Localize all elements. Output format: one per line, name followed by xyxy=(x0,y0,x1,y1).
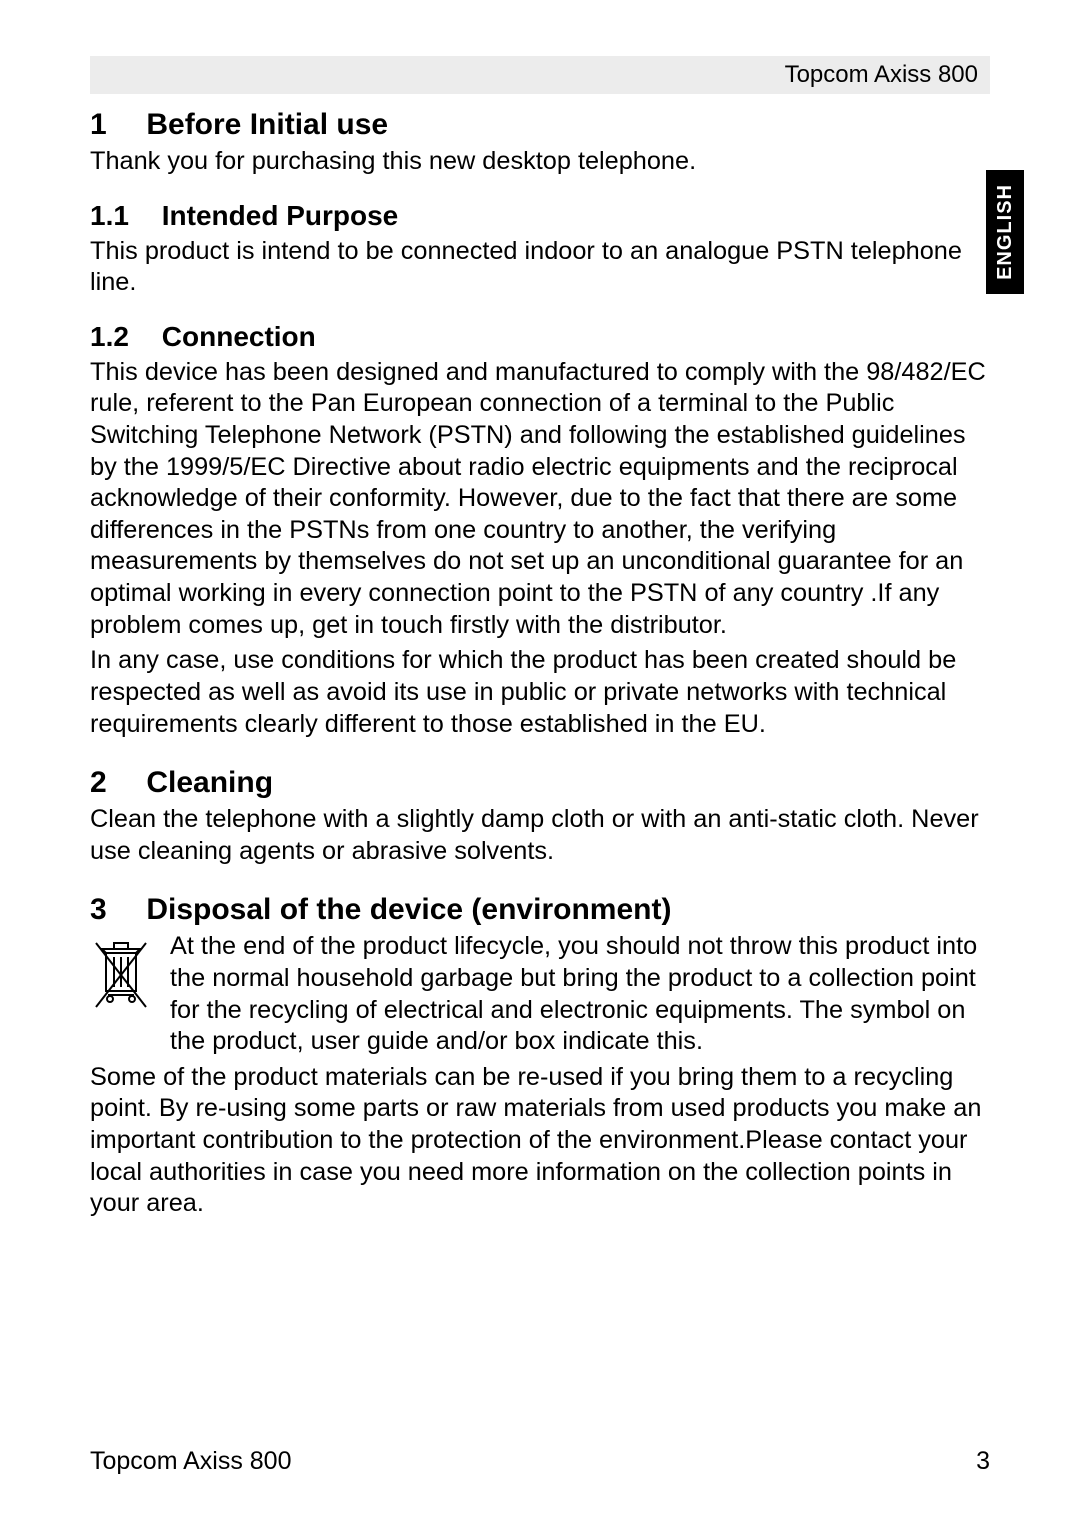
footer-left: Topcom Axiss 800 xyxy=(90,1447,292,1476)
footer: Topcom Axiss 800 3 xyxy=(90,1447,990,1476)
section-1-heading: 1 Before Initial use xyxy=(90,108,990,142)
header-bar: Topcom Axiss 800 xyxy=(90,56,990,94)
section-1-2-heading: 1.2 Connection xyxy=(90,321,990,353)
page: Topcom Axiss 800 ENGLISH 1 Before Initia… xyxy=(0,0,1080,1528)
section-3-p2: Some of the product materials can be re-… xyxy=(90,1062,990,1220)
section-3-number: 3 xyxy=(90,893,138,927)
language-tab-label: ENGLISH xyxy=(994,184,1017,280)
section-1-1-heading: 1.1 Intended Purpose xyxy=(90,200,990,232)
section-2-heading: 2 Cleaning xyxy=(90,766,990,800)
section-1-1-title: Intended Purpose xyxy=(162,200,398,231)
footer-page-number: 3 xyxy=(976,1447,990,1476)
section-1-title: Before Initial use xyxy=(146,108,388,141)
language-tab: ENGLISH xyxy=(986,170,1024,294)
section-3-heading: 3 Disposal of the device (environment) xyxy=(90,893,990,927)
header-product-name: Topcom Axiss 800 xyxy=(785,61,978,89)
section-1-intro: Thank you for purchasing this new deskto… xyxy=(90,146,990,178)
section-1-2-number: 1.2 xyxy=(90,321,154,353)
section-2-number: 2 xyxy=(90,766,138,800)
section-1-number: 1 xyxy=(90,108,138,142)
weee-bin-icon xyxy=(90,937,152,1020)
section-1-1-body: This product is intend to be connected i… xyxy=(90,236,990,299)
section-1-2-p1: This device has been designed and manufa… xyxy=(90,357,990,641)
section-1-2-p2: In any case, use conditions for which th… xyxy=(90,645,990,740)
section-1-2-title: Connection xyxy=(162,321,316,352)
section-1-1-number: 1.1 xyxy=(90,200,154,232)
section-2-title: Cleaning xyxy=(146,766,273,799)
section-3-title: Disposal of the device (environment) xyxy=(146,893,671,926)
section-2-body: Clean the telephone with a slightly damp… xyxy=(90,804,990,867)
disposal-row: At the end of the product lifecycle, you… xyxy=(90,931,990,1061)
section-3-p1: At the end of the product lifecycle, you… xyxy=(170,931,990,1057)
